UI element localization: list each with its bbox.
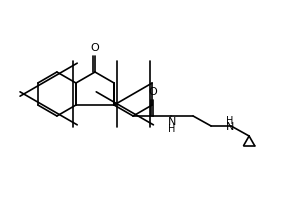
Text: N: N bbox=[168, 117, 176, 127]
Text: O: O bbox=[149, 87, 158, 97]
Text: O: O bbox=[91, 43, 99, 53]
Text: H: H bbox=[168, 124, 176, 134]
Text: N: N bbox=[226, 122, 234, 132]
Text: H: H bbox=[226, 116, 234, 126]
